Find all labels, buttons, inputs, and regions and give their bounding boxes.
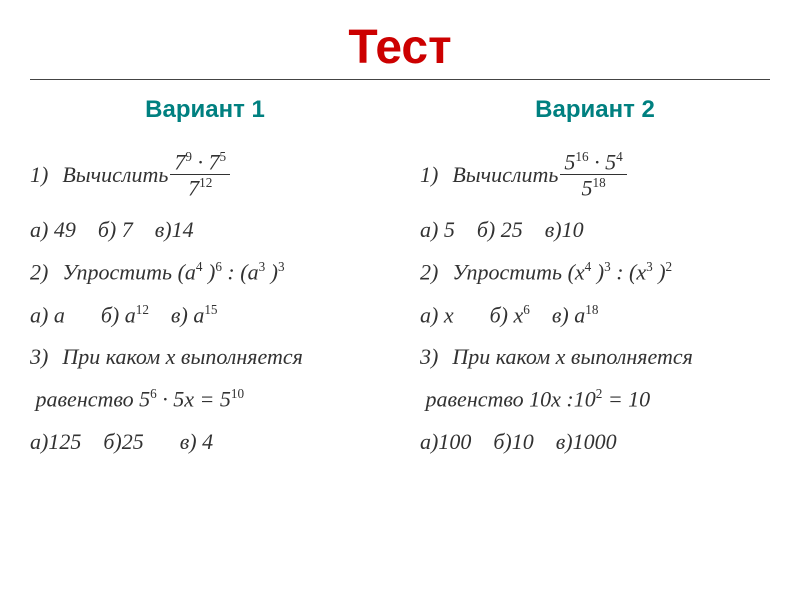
v2-q1-denominator: 518	[577, 175, 609, 199]
page-title: Тест	[30, 20, 770, 75]
v2-q3-line2: равенство 10x :102 = 10	[420, 387, 770, 412]
v1-q1: 1)Вычислить 79 · 75 712	[30, 150, 380, 200]
v1-q3-line2: равенство 56 · 5x = 510	[30, 387, 380, 412]
variant-1: Вариант 1 1)Вычислить 79 · 75 712 а) 49б…	[30, 96, 380, 472]
v1-q1-fraction: 79 · 75 712	[170, 150, 230, 200]
variant-2-heading: Вариант 2	[420, 96, 770, 124]
v2-q3-choices: а)100б)10в)1000	[420, 430, 770, 454]
v1-q2: 2)Упростить (a4 )6 : (a3 )3	[30, 260, 380, 285]
v2-q1-prefix: 1)Вычислить	[420, 163, 558, 187]
v2-q3-line1: 3)При каком x выполняется	[420, 345, 770, 369]
columns: Вариант 1 1)Вычислить 79 · 75 712 а) 49б…	[30, 96, 770, 472]
variant-2: Вариант 2 1)Вычислить 516 · 54 518 а) 5б…	[420, 96, 770, 472]
v2-q1: 1)Вычислить 516 · 54 518	[420, 150, 770, 200]
v1-q1-choices: а) 49б) 7в)14	[30, 218, 380, 242]
v2-q2: 2)Упростить (x4 )3 : (x3 )2	[420, 260, 770, 285]
v2-q1-fraction: 516 · 54 518	[560, 150, 626, 200]
v2-q2-choices: а) xб) x6в) a18	[420, 303, 770, 328]
v2-q1-choices: а) 5б) 25в)10	[420, 218, 770, 242]
v2-q1-numerator: 516 · 54	[560, 150, 626, 175]
v1-q3-choices: а)125б)25в) 4	[30, 430, 380, 454]
v1-q1-numerator: 79 · 75	[170, 150, 230, 175]
variant-1-heading: Вариант 1	[30, 96, 380, 124]
title-rule	[30, 79, 770, 80]
v1-q1-denominator: 712	[184, 175, 216, 199]
v1-q3-line1: 3)При каком x выполняется	[30, 345, 380, 369]
v1-q1-prefix: 1)Вычислить	[30, 163, 168, 187]
v1-q2-choices: а) aб) a12в) a15	[30, 303, 380, 328]
page: Тест Вариант 1 1)Вычислить 79 · 75 712 а…	[0, 0, 800, 600]
